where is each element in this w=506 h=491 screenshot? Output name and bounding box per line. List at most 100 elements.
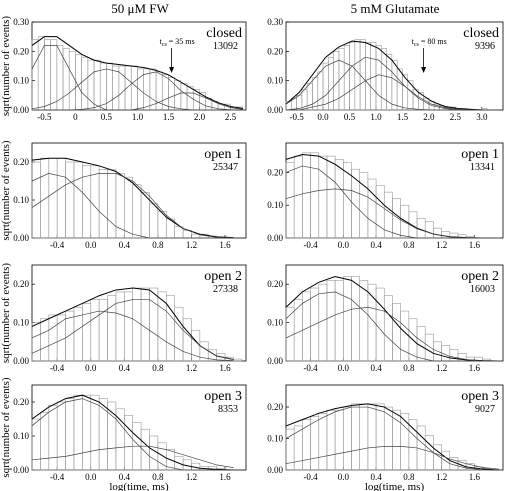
fit-curve bbox=[31, 36, 243, 110]
y-tick-label: 0.10 bbox=[13, 76, 29, 86]
x-tick-label: 2.0 bbox=[423, 112, 435, 122]
x-tick-label: -0.4 bbox=[50, 363, 65, 373]
x-tick-label: 0.0 bbox=[85, 363, 97, 373]
histogram-bar bbox=[82, 394, 92, 471]
event-count: 9396 bbox=[475, 41, 495, 52]
histogram-bar bbox=[359, 39, 366, 111]
component-curve bbox=[285, 406, 499, 471]
component-curve bbox=[31, 173, 234, 239]
fit-curve bbox=[285, 40, 498, 111]
histogram-bar bbox=[318, 155, 328, 239]
x-tick-label: 0.0 bbox=[85, 472, 97, 482]
histogram-bar bbox=[40, 157, 50, 239]
y-tick-label: 0.00 bbox=[13, 356, 29, 366]
histogram-bar bbox=[365, 42, 371, 111]
x-tick-label: 0.5 bbox=[101, 112, 113, 122]
x-tick-label: 1.2 bbox=[186, 363, 197, 373]
histogram-bar bbox=[82, 303, 92, 362]
annotation-rest: = 35 ms bbox=[167, 37, 195, 46]
histogram-bar bbox=[318, 413, 328, 471]
component-curve bbox=[285, 188, 499, 239]
histogram-bar bbox=[115, 408, 125, 471]
event-count: 9027 bbox=[475, 404, 495, 415]
y-tick-label: 0.20 bbox=[267, 46, 283, 56]
histogram-bar bbox=[392, 303, 401, 362]
histogram-bar bbox=[90, 165, 100, 239]
histogram-bar bbox=[48, 314, 58, 362]
state-label: open 1 bbox=[204, 147, 242, 162]
histogram-bar bbox=[40, 411, 50, 471]
y-tick-label: 0.20 bbox=[267, 167, 283, 177]
histogram-bar bbox=[334, 409, 344, 471]
y-tick-label: 0.20 bbox=[267, 279, 283, 289]
x-tick-label: -0.4 bbox=[303, 363, 318, 373]
histogram-bar bbox=[359, 280, 369, 362]
histogram-bar bbox=[124, 65, 132, 111]
annotation-sub: cs bbox=[162, 42, 168, 48]
x-tick-label: -0.5 bbox=[289, 112, 304, 122]
histogram-bar bbox=[351, 276, 360, 362]
x-tick-label: 0.0 bbox=[317, 112, 329, 122]
x-tick-label: 1.5 bbox=[397, 112, 409, 122]
annotation-text: t bbox=[412, 37, 415, 46]
y-tick-label: 0.20 bbox=[13, 46, 29, 56]
x-tick-label: 0.4 bbox=[370, 363, 382, 373]
histogram-bar bbox=[174, 306, 184, 362]
histogram-bar bbox=[317, 71, 324, 111]
histogram-bar bbox=[293, 425, 303, 471]
fit-curve bbox=[285, 403, 499, 471]
x-tick-label: 0.5 bbox=[344, 112, 356, 122]
x-axis-label: log(time, ms) bbox=[365, 481, 425, 491]
histogram-bar bbox=[400, 413, 410, 471]
event-count: 13092 bbox=[213, 41, 238, 52]
histogram-bar bbox=[375, 287, 385, 362]
x-tick-label: 1.0 bbox=[132, 112, 144, 122]
annotation-rest: = 80 ms bbox=[419, 37, 447, 46]
event-count: 25347 bbox=[213, 162, 238, 173]
histogram-bar bbox=[375, 185, 385, 239]
histogram-bar bbox=[310, 152, 320, 239]
x-tick-label: 0 bbox=[73, 112, 78, 122]
y-tick-label: 0.00 bbox=[267, 233, 283, 243]
y-axis-label: sqrt(number of events) bbox=[0, 140, 12, 241]
histogram-bar bbox=[56, 157, 66, 239]
component-curve bbox=[285, 446, 499, 470]
x-tick-label: 1.2 bbox=[436, 472, 447, 482]
y-tick-label: 0.30 bbox=[13, 17, 29, 27]
annotation: tcs = 80 ms bbox=[412, 37, 447, 48]
y-tick-label: 0.00 bbox=[13, 105, 29, 115]
histogram-bar bbox=[130, 65, 138, 111]
x-tick-label: 0.8 bbox=[403, 240, 415, 250]
histogram-bar bbox=[31, 39, 39, 111]
histogram-bar bbox=[56, 401, 66, 471]
y-tick-label: 0.10 bbox=[13, 318, 29, 328]
histogram-bar bbox=[107, 295, 117, 362]
histogram-bar bbox=[343, 45, 350, 111]
y-tick-label: 0.20 bbox=[13, 279, 29, 289]
histogram-bar bbox=[98, 299, 108, 362]
x-tick-label: 2.5 bbox=[450, 112, 462, 122]
histogram-bar bbox=[359, 403, 369, 471]
histogram-bar bbox=[318, 283, 328, 362]
histogram-bar bbox=[40, 318, 50, 362]
histogram-bar bbox=[98, 398, 108, 471]
histogram-bar bbox=[302, 291, 311, 362]
histogram-bar bbox=[375, 45, 382, 111]
x-tick-label: 0.0 bbox=[85, 240, 97, 250]
x-tick-label: 0.4 bbox=[119, 472, 131, 482]
x-tick-label: 1.2 bbox=[436, 363, 447, 373]
annotation-sub: cs bbox=[414, 42, 420, 48]
component-curve bbox=[285, 291, 499, 362]
annotation-text: t bbox=[160, 37, 163, 46]
component-curve bbox=[31, 68, 243, 111]
y-axis-label: sqrt(number of events) bbox=[0, 263, 12, 364]
x-tick-label: 0.4 bbox=[370, 472, 382, 482]
histogram-bar bbox=[424, 333, 434, 362]
component-curve bbox=[285, 306, 499, 362]
histogram-bar bbox=[65, 398, 75, 471]
histogram-bar bbox=[334, 159, 344, 239]
histogram-bar bbox=[143, 68, 151, 111]
y-tick-label: 0.10 bbox=[267, 434, 283, 444]
x-tick-label: 0.4 bbox=[370, 240, 382, 250]
